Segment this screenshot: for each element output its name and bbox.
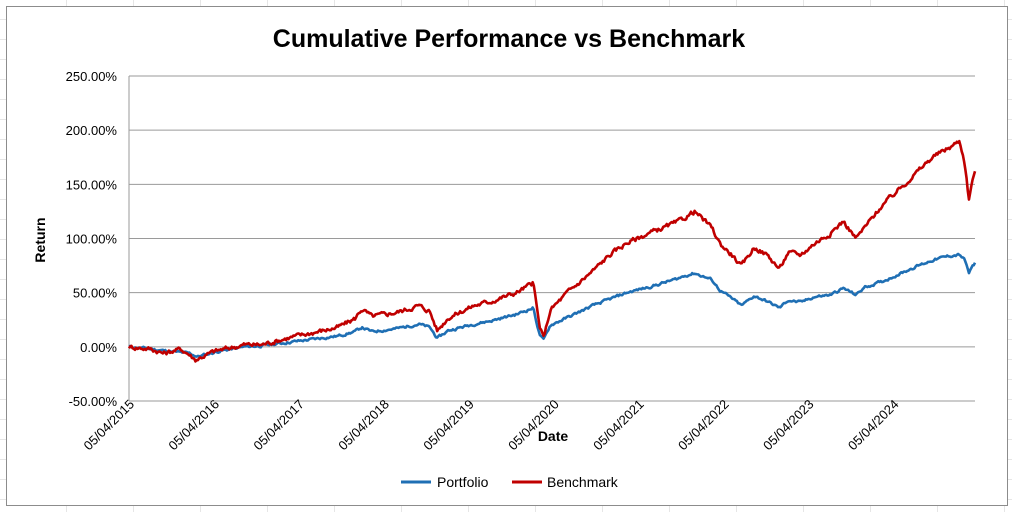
series-lines <box>127 139 977 363</box>
series-line-portfolio <box>128 252 977 358</box>
y-axis-ticks: 250.00% 200.00% 150.00% 100.00% 50.00% 0.00% -… <box>66 69 118 409</box>
x-tick-label: 05/04/2016 <box>165 397 222 454</box>
x-tick-label: 05/04/2017 <box>250 397 307 454</box>
y-tick-label: 0.00% <box>80 340 117 355</box>
legend-label: Portfolio <box>437 474 489 490</box>
y-tick-label: 150.00% <box>66 177 118 192</box>
line-chart: Cumulative Performance vs Benchmark 250.… <box>32 25 977 490</box>
x-tick-label: 05/04/2023 <box>760 397 817 454</box>
x-axis-ticks: 05/04/2015 05/04/2016 05/04/2017 05/04/2018… <box>80 397 901 454</box>
x-tick-label: 05/04/2018 <box>335 397 392 454</box>
gridlines <box>128 75 975 402</box>
x-tick-label: 05/04/2024 <box>845 397 902 454</box>
legend-item-benchmark[interactable]: Benchmark <box>512 474 619 490</box>
y-axis-label: Return <box>32 217 48 262</box>
x-tick-label: 05/04/2020 <box>505 397 562 454</box>
chart-title: Cumulative Performance vs Benchmark <box>273 25 746 53</box>
x-tick-label: 05/04/2021 <box>590 397 647 454</box>
y-tick-label: -50.00% <box>69 394 118 409</box>
chart-frame[interactable]: Cumulative Performance vs Benchmark 250.… <box>6 6 1008 506</box>
x-axis-label: Date <box>538 428 569 444</box>
x-tick-label: 05/04/2022 <box>675 397 732 454</box>
y-tick-label: 200.00% <box>66 123 118 138</box>
y-tick-label: 250.00% <box>66 69 118 84</box>
legend-item-portfolio[interactable]: Portfolio <box>401 474 489 490</box>
series-line-benchmark <box>127 139 977 363</box>
x-tick-label: 05/04/2019 <box>420 397 477 454</box>
y-tick-label: 100.00% <box>66 232 118 247</box>
y-tick-label: 50.00% <box>73 286 118 301</box>
legend-label: Benchmark <box>547 474 619 490</box>
legend[interactable]: Portfolio Benchmark <box>401 474 619 490</box>
